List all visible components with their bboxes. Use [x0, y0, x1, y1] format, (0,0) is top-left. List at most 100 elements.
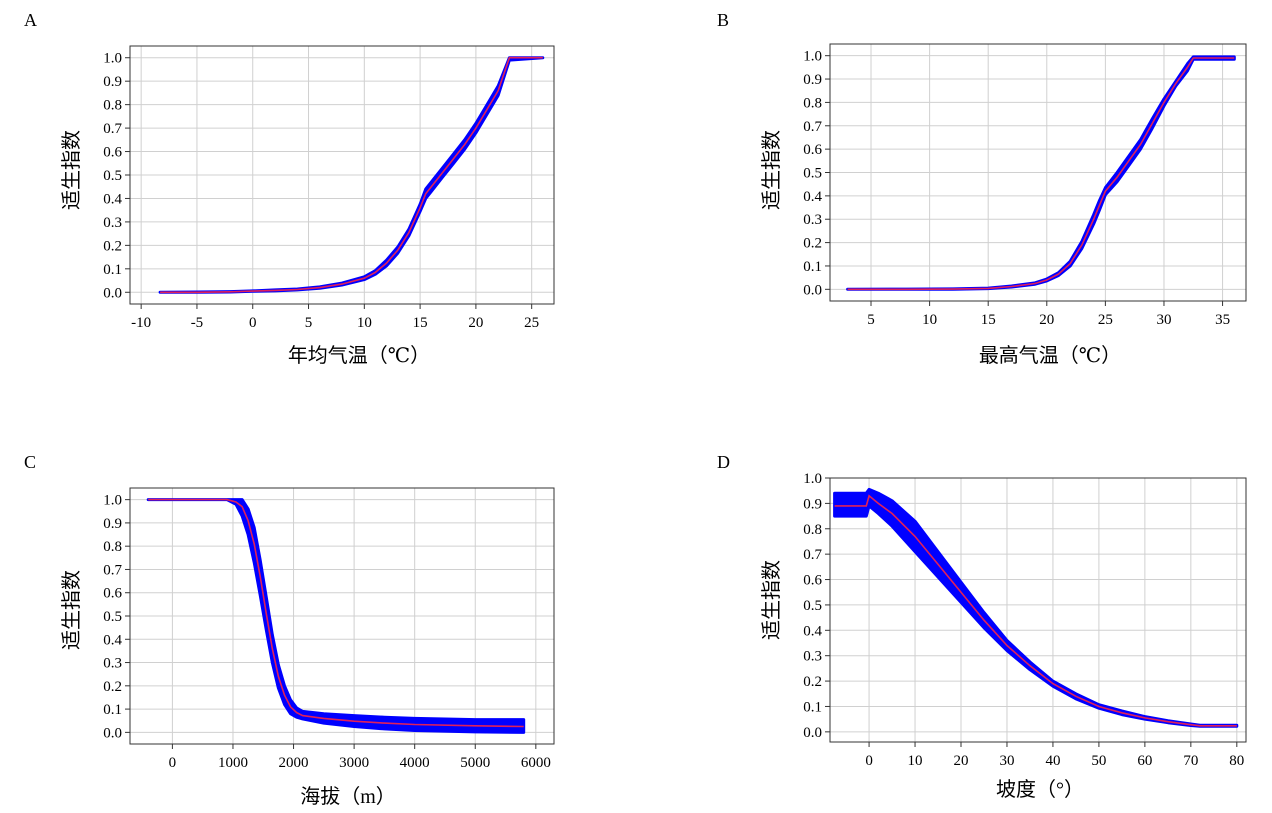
- plot-frame: [829, 477, 1247, 743]
- x-tick-label: -10: [131, 315, 151, 331]
- x-axis-label: 最高气温（℃）: [979, 344, 1121, 367]
- plot-frame: [129, 45, 555, 305]
- x-tick-label: 80: [1229, 753, 1244, 769]
- x-tick-label: 3000: [339, 755, 369, 771]
- y-tick-label: 0.7: [803, 119, 822, 135]
- y-axis-label: 适生指数: [760, 130, 783, 210]
- panel-label: C: [24, 452, 36, 472]
- y-tick-label: 0.6: [803, 573, 822, 589]
- plot-frame: [829, 43, 1247, 302]
- x-tick-label: 10: [922, 312, 937, 328]
- x-tick-label: 0: [865, 753, 873, 769]
- y-tick-label: 0.9: [103, 74, 122, 90]
- x-tick-label: 5: [305, 315, 313, 331]
- chart-panel-a: A 年均气温（℃） 适生指数 -10 -5 0 5 10 15 20 25 0.0 0.1 0.2 0…: [24, 10, 555, 367]
- x-tick-label: 20: [954, 753, 969, 769]
- y-tick-label: 0.4: [803, 623, 822, 639]
- x-tick-label: 40: [1045, 753, 1060, 769]
- x-tick-label: 15: [981, 312, 996, 328]
- x-tick-label: 1000: [218, 755, 248, 771]
- x-axis-label: 海拔（m）: [300, 785, 396, 808]
- x-tick-label: 70: [1183, 753, 1198, 769]
- x-tick-label: 4000: [400, 755, 430, 771]
- y-tick-label: 0.3: [803, 649, 822, 665]
- y-tick-label: 0.5: [103, 609, 122, 625]
- panel-label: A: [24, 10, 37, 30]
- y-tick-label: 0.0: [103, 285, 122, 301]
- y-tick-label: 0.9: [103, 516, 122, 532]
- y-tick-label: 0.7: [103, 121, 122, 137]
- y-axis-label: 适生指数: [760, 560, 783, 640]
- y-tick-label: 0.8: [103, 539, 122, 555]
- y-tick-label: 0.6: [103, 145, 122, 161]
- y-tick-label: 0.3: [103, 215, 122, 231]
- x-tick-label: 50: [1091, 753, 1106, 769]
- y-tick-label: 0.3: [103, 656, 122, 672]
- y-tick-label: 1.0: [803, 49, 822, 65]
- mean-response-line: [148, 498, 524, 728]
- mean-response-line: [160, 56, 543, 294]
- y-tick-label: 0.5: [803, 166, 822, 182]
- x-tick-label: 60: [1137, 753, 1152, 769]
- x-tick-label: 30: [999, 753, 1014, 769]
- panel-label: B: [717, 10, 729, 30]
- x-tick-label: 30: [1156, 312, 1171, 328]
- confidence-band: [846, 55, 1236, 291]
- x-tick-label: -5: [191, 315, 204, 331]
- y-tick-label: 0.7: [803, 547, 822, 563]
- x-tick-label: 10: [908, 753, 923, 769]
- x-tick-label: 15: [413, 315, 428, 331]
- chart-panel-b: B 最高气温（℃） 适生指数 5 10 15 20 25 30 35 0.0 0.1 0.2 0.3…: [717, 10, 1247, 367]
- x-tick-label: 5: [867, 312, 875, 328]
- x-axis-label: 坡度（°）: [996, 778, 1084, 801]
- panel-label: D: [717, 452, 730, 472]
- chart-panel-d: D 坡度（°） 适生指数 0 10 20 30 40 50 60 70 80 0.0 0.1 0.2 0…: [717, 452, 1247, 801]
- x-tick-label: 25: [1098, 312, 1113, 328]
- y-tick-label: 0.8: [803, 522, 822, 538]
- y-tick-label: 0.1: [103, 262, 122, 278]
- x-tick-label: 5000: [460, 755, 490, 771]
- plot-frame: [129, 487, 555, 745]
- x-tick-label: 0: [249, 315, 257, 331]
- y-tick-label: 0.6: [103, 586, 122, 602]
- y-tick-label: 0.0: [803, 282, 822, 298]
- y-tick-label: 0.9: [803, 72, 822, 88]
- mean-response-line: [834, 494, 1237, 727]
- y-tick-label: 1.0: [803, 471, 822, 487]
- x-tick-label: 35: [1215, 312, 1230, 328]
- y-tick-label: 0.3: [803, 212, 822, 228]
- y-tick-label: 0.8: [103, 98, 122, 114]
- y-tick-label: 0.4: [103, 632, 122, 648]
- x-tick-label: 10: [357, 315, 372, 331]
- x-tick-label: 25: [524, 315, 539, 331]
- y-tick-label: 0.4: [803, 189, 822, 205]
- x-tick-label: 6000: [521, 755, 551, 771]
- x-tick-label: 2000: [279, 755, 309, 771]
- y-tick-label: 0.9: [803, 496, 822, 512]
- y-tick-label: 0.0: [803, 725, 822, 741]
- y-tick-label: 0.2: [103, 238, 122, 254]
- x-tick-label: 20: [468, 315, 483, 331]
- x-tick-label: 20: [1039, 312, 1054, 328]
- y-tick-label: 0.2: [803, 236, 822, 252]
- y-tick-label: 0.6: [803, 142, 822, 158]
- y-axis-label: 适生指数: [60, 570, 83, 650]
- y-tick-label: 0.2: [103, 679, 122, 695]
- y-axis-label: 适生指数: [60, 130, 83, 210]
- y-tick-label: 0.2: [803, 674, 822, 690]
- confidence-band: [833, 487, 1239, 728]
- y-tick-label: 0.0: [103, 725, 122, 741]
- y-tick-label: 0.5: [103, 168, 122, 184]
- y-tick-label: 0.4: [103, 191, 122, 207]
- x-tick-label: 0: [169, 755, 177, 771]
- y-tick-label: 0.1: [803, 699, 822, 715]
- chart-panel-c: C 海拔（m） 适生指数 0 1000 2000 3000 4000 5000 6000 0.…: [24, 452, 555, 808]
- y-tick-label: 0.7: [103, 562, 122, 578]
- x-axis-label: 年均气温（℃）: [288, 344, 430, 367]
- y-tick-label: 1.0: [103, 51, 122, 67]
- y-tick-label: 0.8: [803, 95, 822, 111]
- y-tick-label: 1.0: [103, 493, 122, 509]
- y-tick-label: 0.1: [103, 702, 122, 718]
- mean-response-line: [847, 57, 1235, 291]
